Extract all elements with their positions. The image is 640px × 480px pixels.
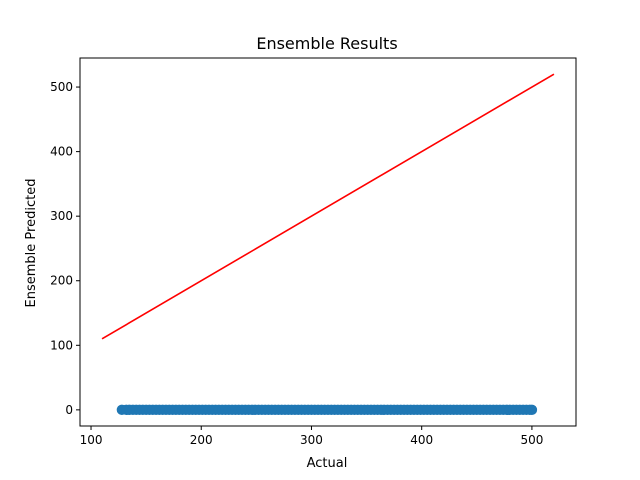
x-axis-label: Actual bbox=[307, 456, 348, 471]
x-tick-label: 300 bbox=[300, 433, 323, 447]
x-tick-label: 200 bbox=[190, 433, 213, 447]
axes-frame bbox=[79, 57, 577, 427]
reference-line bbox=[101, 73, 555, 340]
plot-layer bbox=[101, 73, 555, 416]
chart-title: Ensemble Results bbox=[256, 34, 397, 53]
x-tick-label: 400 bbox=[410, 433, 433, 447]
y-tick-label: 400 bbox=[50, 145, 73, 159]
x-tick-label: 500 bbox=[520, 433, 543, 447]
y-tick-label: 200 bbox=[50, 274, 73, 288]
y-tick-label: 500 bbox=[50, 80, 73, 94]
x-tick-label: 100 bbox=[80, 433, 103, 447]
scatter-point bbox=[526, 404, 538, 416]
y-tick-label: 300 bbox=[50, 209, 73, 223]
ticks-layer: 100 200 300 400 500 0 100 200 300 400 500 bbox=[50, 80, 543, 447]
y-tick-label: 0 bbox=[65, 403, 73, 417]
y-tick-label: 100 bbox=[50, 338, 73, 352]
y-axis-label: Ensemble Predicted bbox=[24, 179, 39, 308]
